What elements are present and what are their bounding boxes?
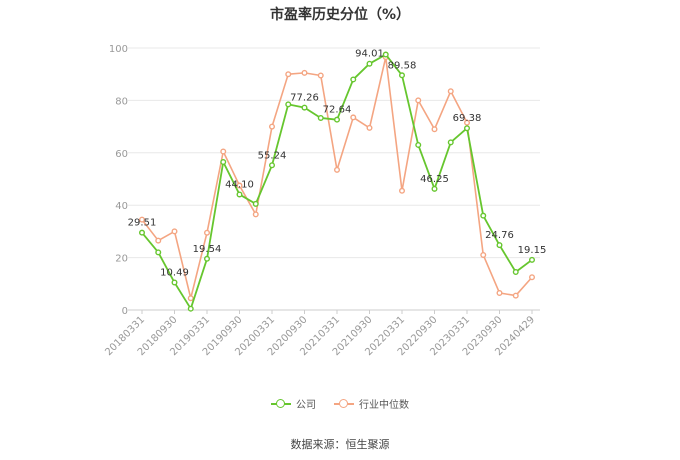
company-point bbox=[171, 279, 178, 286]
company-point bbox=[415, 141, 422, 148]
industry-point bbox=[399, 187, 406, 194]
data-label: 72.64 bbox=[323, 105, 352, 116]
industry-point bbox=[269, 123, 276, 130]
company-point bbox=[252, 200, 259, 207]
industry-point bbox=[350, 114, 357, 121]
y-tick-label: 40 bbox=[115, 201, 128, 212]
data-label: 77.26 bbox=[290, 93, 319, 104]
legend-company-label: 公司 bbox=[296, 400, 316, 411]
company-point bbox=[203, 255, 210, 262]
legend-industry-marker bbox=[334, 398, 354, 409]
data-label: 94.01 bbox=[355, 49, 384, 60]
company-point bbox=[220, 158, 227, 165]
company-point bbox=[301, 104, 308, 111]
company-point bbox=[480, 212, 487, 219]
industry-point bbox=[203, 229, 210, 236]
industry-point bbox=[138, 216, 145, 223]
chart-legend: 公司 行业中位数 bbox=[0, 396, 680, 411]
legend-company-marker bbox=[271, 398, 291, 409]
y-tick-label: 60 bbox=[115, 149, 128, 160]
company-point bbox=[366, 60, 373, 67]
data-label: 24.76 bbox=[485, 230, 514, 241]
industry-point bbox=[447, 88, 454, 95]
data-label: 69.38 bbox=[453, 113, 482, 124]
industry-point bbox=[285, 71, 292, 78]
industry-point bbox=[236, 182, 243, 189]
data-label: 10.49 bbox=[160, 268, 189, 279]
company-point bbox=[529, 256, 536, 263]
data-label: 29.51 bbox=[128, 218, 157, 229]
company-point bbox=[334, 116, 341, 123]
industry-point bbox=[187, 295, 194, 302]
legend-item-industry[interactable]: 行业中位数 bbox=[334, 396, 409, 411]
industry-point bbox=[220, 148, 227, 155]
y-tick-label: 0 bbox=[122, 306, 128, 317]
data-label: 55.24 bbox=[258, 150, 287, 161]
data-label: 46.25 bbox=[420, 174, 449, 185]
industry-point bbox=[171, 228, 178, 235]
company-point bbox=[447, 139, 454, 146]
company-point bbox=[350, 76, 357, 83]
company-point bbox=[269, 162, 276, 169]
company-point bbox=[138, 229, 145, 236]
company-point bbox=[155, 249, 162, 256]
company-point bbox=[496, 242, 503, 249]
industry-point bbox=[529, 274, 536, 281]
data-label: 19.54 bbox=[193, 244, 222, 255]
y-tick-label: 100 bbox=[109, 44, 128, 55]
series-line-industry bbox=[141, 56, 533, 300]
industry-point bbox=[512, 292, 519, 299]
legend-item-company[interactable]: 公司 bbox=[271, 396, 316, 411]
company-point bbox=[431, 185, 438, 192]
industry-point bbox=[155, 237, 162, 244]
company-point bbox=[382, 51, 389, 58]
industry-point bbox=[496, 289, 503, 296]
data-label: 44.10 bbox=[225, 179, 254, 190]
industry-point bbox=[464, 119, 471, 126]
industry-point bbox=[334, 166, 341, 173]
company-point bbox=[285, 101, 292, 108]
data-label: 19.15 bbox=[518, 245, 547, 256]
data-source: 数据来源：恒生聚源 bbox=[290, 438, 390, 451]
industry-point bbox=[317, 72, 324, 79]
industry-point bbox=[431, 126, 438, 133]
company-point bbox=[464, 125, 471, 132]
chart-title: 市盈率历史分位（%） bbox=[269, 7, 411, 23]
industry-point bbox=[480, 251, 487, 258]
company-point bbox=[399, 72, 406, 79]
industry-point bbox=[252, 211, 259, 218]
data-label: 89.58 bbox=[388, 60, 417, 71]
industry-point bbox=[415, 97, 422, 104]
industry-point bbox=[301, 69, 308, 76]
company-point bbox=[187, 305, 194, 312]
company-point bbox=[236, 191, 243, 198]
legend-industry-label: 行业中位数 bbox=[359, 400, 409, 411]
company-point bbox=[512, 269, 519, 276]
y-tick-label: 80 bbox=[115, 96, 128, 107]
y-tick-label: 20 bbox=[115, 254, 128, 265]
industry-point bbox=[366, 124, 373, 131]
company-point bbox=[317, 114, 324, 121]
